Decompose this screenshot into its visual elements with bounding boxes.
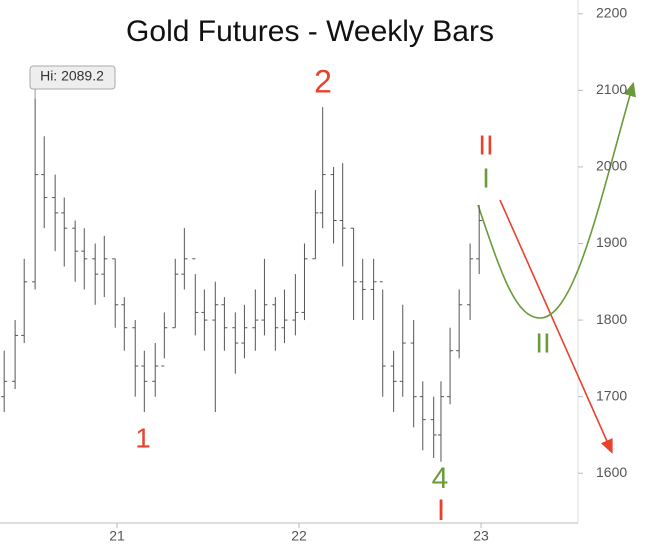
x-tick-label: 23 <box>473 528 489 544</box>
x-tick-label: 21 <box>109 528 125 544</box>
projection-curve <box>477 81 636 319</box>
chart-title: Gold Futures - Weekly Bars <box>126 15 494 48</box>
projection-arrow <box>499 199 613 454</box>
hi-label-box <box>29 65 116 90</box>
y-tick-label: 1900 <box>596 234 627 250</box>
x-tick-label: 22 <box>291 528 307 544</box>
annotation: Hi: 2089.2 <box>40 68 104 84</box>
y-tick-label: 1800 <box>596 311 627 327</box>
annotation: 4 <box>432 462 449 495</box>
annotation: 2 <box>314 63 332 99</box>
y-tick-label: 1700 <box>596 387 627 403</box>
annotation: I <box>437 494 445 527</box>
y-tick-label: 2000 <box>596 158 627 174</box>
y-tick-label: 1600 <box>596 464 627 480</box>
annotation: 1 <box>135 422 151 453</box>
annotation: I <box>482 162 490 193</box>
y-tick-label: 2200 <box>596 4 627 20</box>
y-tick-label: 2100 <box>596 81 627 97</box>
annotation: II <box>478 129 494 160</box>
annotation: II <box>535 327 551 358</box>
